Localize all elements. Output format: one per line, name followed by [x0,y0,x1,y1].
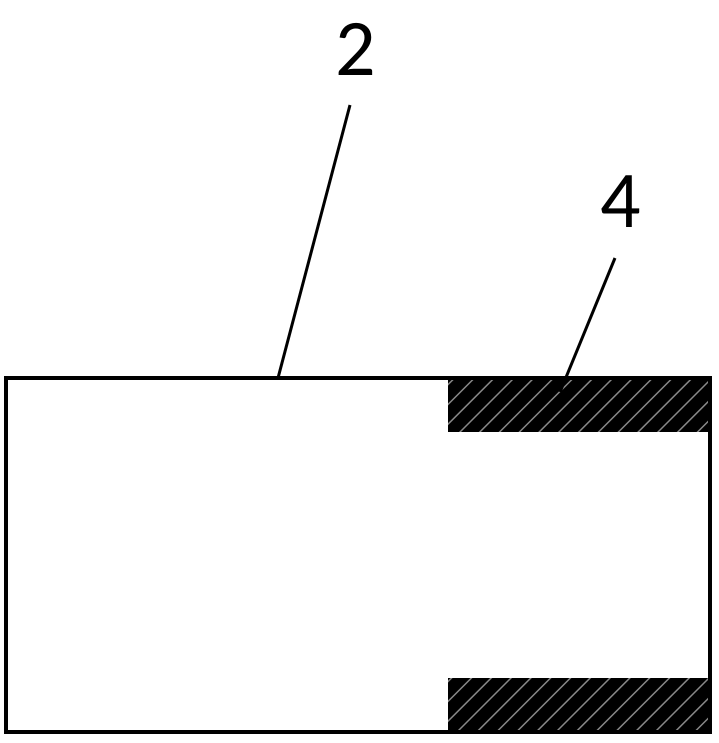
hatch-top [448,380,708,432]
diagram-svg [0,0,719,743]
callout-label-2: 2 [335,0,376,97]
diagram-container: 2 4 [0,0,719,743]
callout-label-4: 4 [600,152,641,249]
leader-2 [278,105,350,378]
leader-4 [560,258,615,392]
hatch-bottom [448,678,708,730]
